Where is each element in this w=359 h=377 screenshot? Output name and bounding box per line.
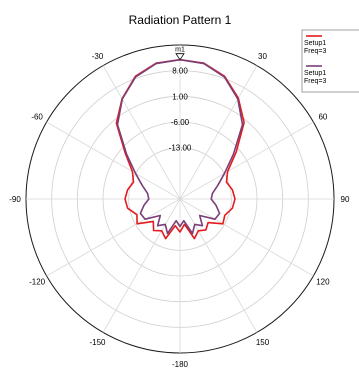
trace-1 bbox=[115, 58, 245, 240]
legend-entry-text: Setup1 bbox=[304, 70, 326, 77]
grid-spoke bbox=[179, 121, 314, 200]
legend-box bbox=[301, 29, 359, 93]
legend-entry-text: Setup1 bbox=[304, 40, 326, 47]
marker-triangle bbox=[175, 53, 185, 61]
radial-tick-label: 8.00 bbox=[172, 67, 188, 76]
marker-m1: m1 bbox=[175, 47, 185, 61]
angle-tick-label: -120 bbox=[29, 278, 46, 287]
angle-tick-label: 120 bbox=[316, 278, 330, 287]
angle-tick-label: 60 bbox=[318, 113, 327, 122]
legend-entry-text: Freq=3 bbox=[304, 48, 326, 55]
grid-spoke bbox=[179, 198, 258, 333]
grid-spoke bbox=[46, 121, 181, 200]
angle-tick-label: 150 bbox=[256, 338, 270, 347]
radial-tick-label: -6.00 bbox=[171, 118, 190, 127]
trace-layer bbox=[115, 58, 245, 240]
grid-spoke bbox=[102, 198, 181, 333]
angle-tick-label: 90 bbox=[341, 195, 350, 204]
legend-entry-text: Freq=3 bbox=[304, 78, 326, 85]
polar-grid bbox=[25, 44, 335, 354]
radial-tick-labels: 8.00 1.00 -6.00 -13.00 bbox=[169, 67, 192, 153]
grid-spoke bbox=[179, 65, 258, 200]
trace-2 bbox=[116, 58, 244, 235]
grid-spoke bbox=[46, 198, 181, 277]
angle-tick-label: -150 bbox=[89, 338, 106, 347]
angle-tick-label: -60 bbox=[31, 113, 43, 122]
grid-spoke bbox=[179, 198, 314, 277]
angle-tick-label: -30 bbox=[92, 52, 104, 61]
marker-label: m1 bbox=[175, 47, 185, 54]
angle-tick-label: 30 bbox=[258, 52, 267, 61]
radial-tick-label: 1.00 bbox=[172, 92, 188, 101]
angle-tick-label: -90 bbox=[9, 195, 21, 204]
grid-spoke bbox=[102, 65, 181, 200]
angle-tick-labels: 30 60 90 120 150 -180 -150 -120 -90 -60 -30 bbox=[9, 52, 350, 369]
chart-title: Radiation Pattern 1 bbox=[129, 13, 232, 27]
angle-tick-label: -180 bbox=[172, 360, 189, 369]
radial-tick-label: -13.00 bbox=[169, 144, 192, 153]
